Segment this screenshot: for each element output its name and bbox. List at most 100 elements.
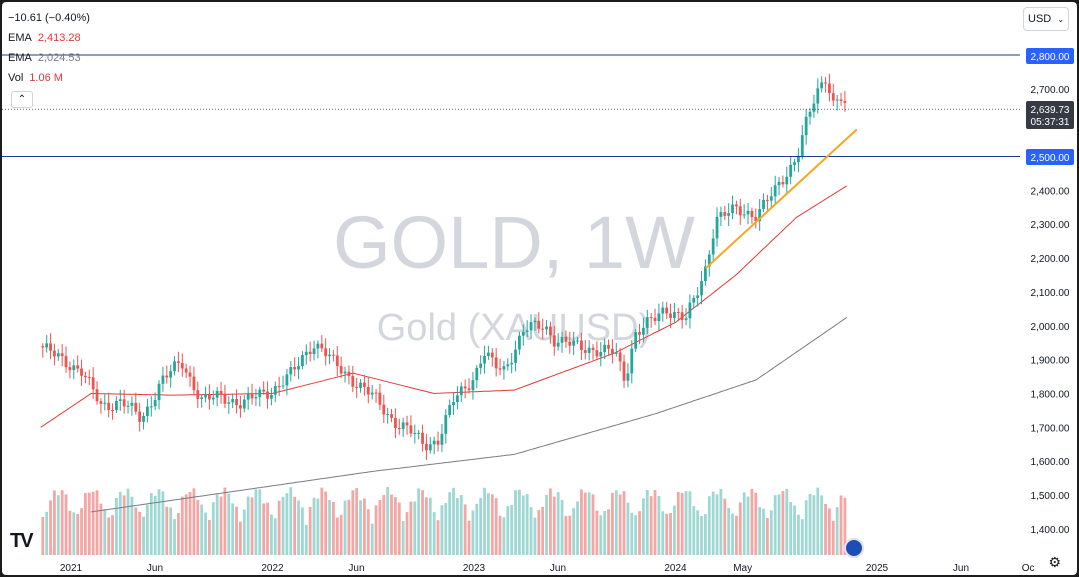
candle-body: [180, 362, 184, 369]
x-tick-label: Jun: [348, 563, 364, 574]
candle-body: [107, 402, 111, 411]
legend: −10.61 (−0.40%) EMA 2,413.28 EMA 2,024.5…: [8, 8, 90, 88]
candle-body: [828, 83, 831, 94]
candle-body: [266, 391, 269, 399]
volume-bar: [200, 504, 204, 555]
volume-bar: [301, 507, 304, 555]
price-axis[interactable]: 1,400.00 1,500.00 1,600.00 1,700.00 1,800.00…: [1031, 85, 1070, 536]
candle-body: [219, 390, 223, 395]
volume-bar: [773, 495, 777, 555]
volume-bar: [777, 494, 781, 555]
volume-bar: [754, 492, 758, 555]
volume-bar: [576, 501, 579, 555]
volume-bar: [374, 505, 378, 555]
volume-bar: [479, 497, 483, 555]
volume-bar: [595, 510, 599, 555]
volume-bar: [487, 493, 490, 555]
volume-bar: [657, 496, 661, 555]
volume-bar: [607, 509, 610, 555]
candle-body: [84, 375, 87, 378]
candle-body: [161, 375, 165, 384]
candle-body: [518, 335, 521, 350]
candle-body: [99, 401, 103, 404]
volume-bar: [700, 516, 703, 555]
time-axis[interactable]: 2021 Jun 2022 Jun 2023 Jun 2024 May 2025 Jun Oc: [60, 563, 1035, 574]
us-flag-icon[interactable]: [844, 538, 864, 558]
volume-bar: [707, 496, 711, 555]
chevron-up-icon: ⌃: [17, 94, 27, 105]
currency-selector[interactable]: USD ⌄: [1023, 7, 1069, 31]
volume-bar: [704, 514, 707, 555]
volume-bar: [622, 491, 626, 555]
legend-ema2-row[interactable]: EMA 2,024.53: [8, 48, 90, 68]
trendline[interactable]: [705, 128, 858, 269]
tradingview-logo-icon[interactable]: TV: [10, 530, 34, 552]
volume-bar: [839, 495, 843, 555]
candle-body: [126, 405, 130, 407]
volume-bar: [711, 491, 715, 555]
volume-bar: [521, 495, 525, 555]
candle-body: [339, 366, 343, 374]
candle-body: [270, 394, 273, 399]
volume-bar: [235, 506, 238, 555]
candle-body: [312, 348, 316, 355]
vol-label: Vol: [8, 72, 24, 84]
volume-bars: [41, 487, 847, 555]
vol-value: 1.06 M: [29, 72, 63, 84]
volume-bar: [366, 509, 370, 555]
volume-bar: [122, 495, 126, 555]
candle-body: [204, 394, 207, 398]
y-tick-label: 2,200.00: [1031, 254, 1070, 265]
candle-body: [576, 340, 579, 342]
price-labels: 2,800.00 2,500.00 2,639.73 05:37:31: [1026, 48, 1074, 165]
candle-body: [293, 367, 297, 370]
volume-bar: [742, 492, 746, 555]
candle-body: [250, 393, 254, 399]
legend-ema1-row[interactable]: EMA 2,413.28: [8, 28, 90, 48]
volume-bar: [568, 515, 572, 555]
ema1-label: EMA: [8, 32, 32, 44]
candle-body: [370, 392, 374, 395]
volume-bar: [692, 506, 696, 555]
gear-icon[interactable]: ⚙: [1048, 554, 1061, 570]
volume-bar: [518, 489, 521, 555]
last-price-label: 2,639.73: [1031, 105, 1070, 116]
volume-bar: [572, 508, 576, 555]
candle-body: [459, 386, 463, 396]
last-price-label-bg: [1026, 101, 1074, 129]
candle-body: [49, 343, 52, 351]
collapse-legend-button[interactable]: ⌃: [11, 91, 33, 108]
candles: [41, 73, 847, 460]
candle-body: [533, 320, 537, 323]
candle-body: [297, 366, 300, 370]
y-tick-label: 1,800.00: [1031, 389, 1070, 400]
volume-bar: [138, 511, 142, 555]
volume-bar: [835, 507, 839, 555]
volume-bar: [126, 488, 130, 555]
candle-body: [618, 352, 622, 362]
legend-vol-row[interactable]: Vol 1.06 M: [8, 68, 90, 88]
volume-bar: [270, 514, 273, 555]
volume-bar: [169, 507, 173, 555]
volume-bar: [409, 501, 413, 555]
candle-body: [332, 354, 335, 356]
volume-bar: [293, 496, 297, 555]
candle-body: [289, 367, 293, 375]
candle-body: [587, 347, 591, 353]
volume-bar: [60, 490, 64, 555]
x-tick-label: 2021: [60, 563, 83, 574]
candle-body: [490, 352, 494, 358]
volume-bar: [448, 492, 452, 555]
candle-body: [843, 101, 847, 103]
volume-bar: [421, 490, 424, 555]
candle-body: [800, 135, 804, 156]
volume-bar: [766, 517, 769, 555]
x-tick-label: 2023: [463, 563, 486, 574]
candle-body: [366, 386, 370, 395]
volume-bar: [394, 497, 397, 555]
overlay-lines: [2, 54, 1020, 269]
candle-body: [335, 355, 339, 367]
candle-body: [421, 432, 424, 444]
candle-body: [556, 342, 560, 347]
